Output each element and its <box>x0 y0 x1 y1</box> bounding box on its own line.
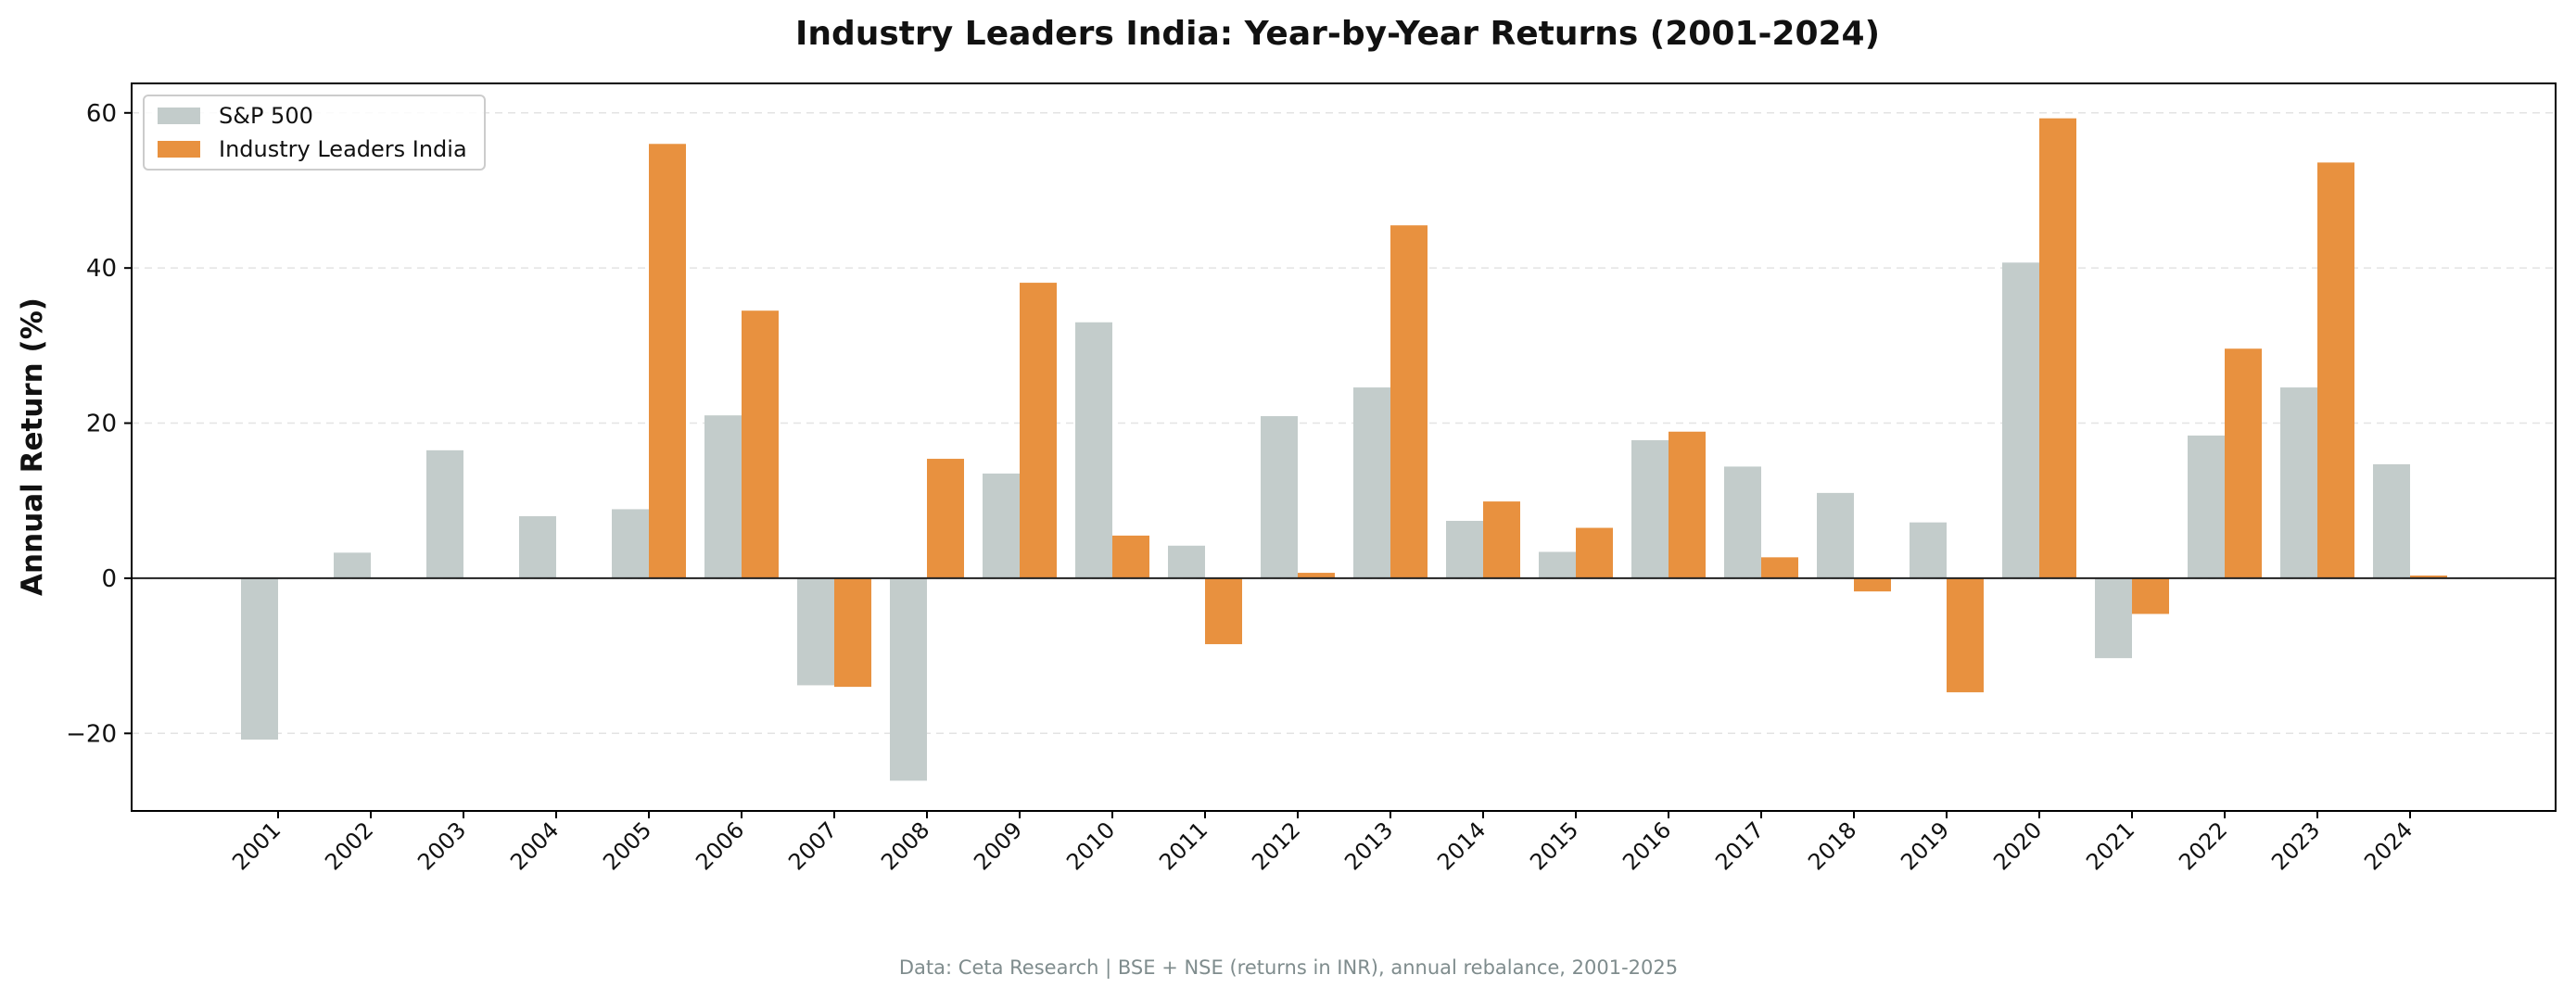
bar-industry-leaders-india-2023 <box>2317 162 2354 578</box>
bar-sp500-2022 <box>2188 435 2225 578</box>
bar-sp500-2013 <box>1353 387 1390 578</box>
bar-sp500-2023 <box>2280 387 2317 578</box>
bar-industry-leaders-india-2022 <box>2225 348 2262 578</box>
bar-industry-leaders-india-2008 <box>927 459 964 578</box>
x-tick-label: 2003 <box>412 816 471 875</box>
bar-sp500-2010 <box>1075 322 1112 578</box>
bar-sp500-2003 <box>426 449 463 578</box>
x-axis: 2001 2002 2003 2004 2005 2006 2007 2008 2009 2010… <box>227 811 2417 875</box>
bar-sp500-2019 <box>1910 522 1947 578</box>
x-tick-label: 2019 <box>1896 816 1954 875</box>
bar-industry-leaders-india-2021 <box>2132 577 2169 614</box>
x-tick-label: 2023 <box>2266 816 2325 875</box>
y-tick-label: −20 <box>66 720 117 748</box>
bar-sp500-2014 <box>1446 521 1483 578</box>
x-tick-label: 2012 <box>1247 816 1305 875</box>
bar-industry-leaders-india-2009 <box>1020 283 1057 578</box>
x-tick-label: 2006 <box>691 816 749 875</box>
y-tick-label: 20 <box>86 411 117 438</box>
bar-industry-leaders-india-2014 <box>1483 501 1520 578</box>
bar-sp500-2024 <box>2373 463 2410 578</box>
x-tick-label: 2013 <box>1339 816 1398 875</box>
gridlines <box>132 112 2556 735</box>
bar-industry-leaders-india-2006 <box>742 310 779 578</box>
chart-title: Industry Leaders India: Year-by-Year Ret… <box>795 15 1880 53</box>
bar-industry-leaders-india-2017 <box>1761 557 1798 578</box>
bar-industry-leaders-india-2007 <box>834 577 871 688</box>
bar-industry-leaders-india-2010 <box>1112 535 1149 578</box>
bar-sp500-2020 <box>2002 262 2039 578</box>
bar-sp500-2001 <box>241 577 278 741</box>
bar-industry-leaders-india-2019 <box>1947 577 1984 692</box>
bar-industry-leaders-india-2024 <box>2410 576 2447 578</box>
bar-industry-leaders-india-2018 <box>1854 577 1891 592</box>
x-tick-label: 2016 <box>1618 816 1676 875</box>
x-tick-label: 2017 <box>1710 816 1769 875</box>
x-tick-label: 2007 <box>783 816 842 875</box>
legend-frame <box>143 95 486 171</box>
legend: S&P 500 Industry Leaders India <box>143 95 486 171</box>
bar-sp500-2005 <box>612 509 649 578</box>
bar-industry-leaders-india-2016 <box>1669 431 1706 578</box>
bar-sp500-2012 <box>1261 416 1298 578</box>
legend-label-industry-leaders-india: Industry Leaders India <box>219 136 467 162</box>
x-tick-label: 2005 <box>598 816 656 875</box>
x-tick-label: 2022 <box>2174 816 2232 875</box>
bar-sp500-2017 <box>1724 466 1761 578</box>
x-tick-label: 2015 <box>1525 816 1583 875</box>
bar-sp500-2016 <box>1631 439 1669 578</box>
bar-sp500-2011 <box>1168 545 1205 578</box>
y-tick-label: 40 <box>86 255 117 283</box>
y-tick-label: 60 <box>86 100 117 128</box>
x-tick-label: 2008 <box>876 816 934 875</box>
y-axis-label: Annual Return (%) <box>16 297 49 596</box>
y-axis: −20 0 20 40 60 <box>66 100 132 748</box>
bar-sp500-2015 <box>1539 551 1576 578</box>
bar-sp500-2008 <box>890 577 927 781</box>
x-tick-label: 2009 <box>969 816 1027 875</box>
legend-label-sp500: S&P 500 <box>219 103 313 129</box>
x-tick-label: 2020 <box>1988 816 2047 875</box>
x-tick-label: 2018 <box>1803 816 1861 875</box>
bar-sp500-2009 <box>983 473 1020 578</box>
bar-sp500-2004 <box>519 515 556 578</box>
legend-swatch-sp500 <box>158 108 200 124</box>
bar-sp500-2002 <box>334 552 371 578</box>
legend-swatch-industry-leaders-india <box>158 141 200 158</box>
bar-sp500-2007 <box>797 577 834 686</box>
bar-sp500-2006 <box>704 415 742 578</box>
x-tick-label: 2010 <box>1061 816 1120 875</box>
x-tick-label: 2014 <box>1432 816 1491 875</box>
footnote: Data: Ceta Research | BSE + NSE (returns… <box>899 956 1678 980</box>
bar-sp500-2021 <box>2095 577 2132 659</box>
bar-industry-leaders-india-2005 <box>649 144 686 578</box>
x-tick-label: 2004 <box>505 816 564 875</box>
x-tick-label: 2024 <box>2359 816 2417 875</box>
x-tick-label: 2021 <box>2081 816 2139 875</box>
x-tick-label: 2001 <box>227 816 286 875</box>
bar-industry-leaders-india-2013 <box>1390 225 1428 578</box>
plot-frame <box>131 82 2557 812</box>
bar-industry-leaders-india-2020 <box>2039 118 2076 578</box>
bar-sp500-2018 <box>1817 492 1854 578</box>
x-tick-label: 2002 <box>320 816 378 875</box>
bar-industry-leaders-india-2015 <box>1576 527 1613 578</box>
bar-industry-leaders-india-2011 <box>1205 577 1242 645</box>
bar-industry-leaders-india-2012 <box>1298 573 1335 578</box>
y-tick-label: 0 <box>101 565 117 593</box>
bars <box>241 118 2447 781</box>
x-tick-label: 2011 <box>1154 816 1212 875</box>
